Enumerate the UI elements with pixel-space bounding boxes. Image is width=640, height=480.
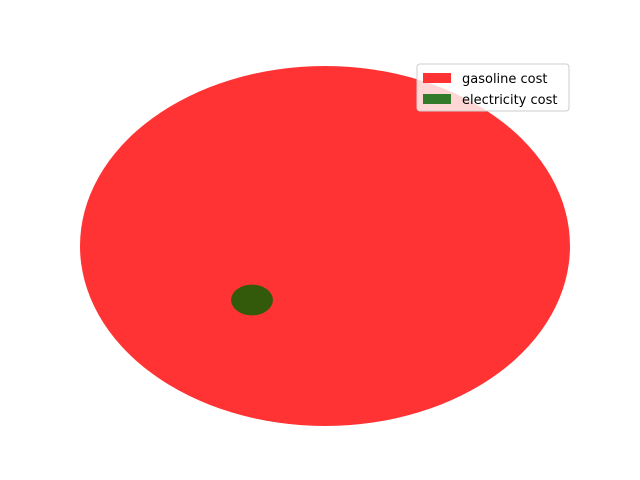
legend-box xyxy=(416,63,570,112)
gasoline-cost-circle xyxy=(80,66,570,426)
legend-swatch-gasoline xyxy=(423,73,451,83)
legend-swatch-electricity xyxy=(423,94,451,104)
electricity-cost-circle xyxy=(231,284,273,316)
legend-label-electricity: electricity cost xyxy=(462,93,557,108)
legend-label-gasoline: gasoline cost xyxy=(462,72,548,87)
